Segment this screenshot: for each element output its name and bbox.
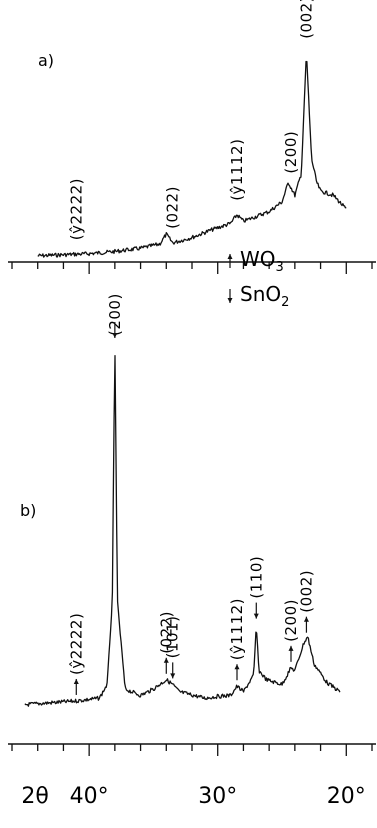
- wo3-up-arrow-icon: [163, 657, 169, 663]
- wo3-up-arrow-icon: [234, 664, 240, 670]
- peak-label: (ŷ2222): [67, 178, 85, 240]
- sno2-down-arrow-icon: [253, 613, 259, 619]
- peak-label: (022): [164, 186, 182, 229]
- x-tick-label: 20°: [327, 784, 366, 809]
- wo3-up-arrow-icon: [73, 678, 79, 684]
- panel-label-a: a): [38, 51, 54, 70]
- peak-label: (101): [164, 616, 182, 659]
- peak-label: (200): [282, 131, 300, 174]
- peak-label: (200): [106, 293, 124, 336]
- peak-label: (022): [157, 611, 175, 654]
- x-tick-label: 30°: [198, 784, 237, 809]
- x-tick-label: 40°: [70, 784, 109, 809]
- peak-label: (ŷ2222): [67, 613, 85, 675]
- legend-label-wo3: WO3: [240, 247, 284, 275]
- legend-up-arrow-icon: [227, 254, 233, 259]
- wo3-up-arrow-icon: [303, 616, 309, 622]
- x-tick-label: 2θ: [21, 784, 48, 809]
- panel-label-b: b): [20, 501, 36, 520]
- sno2-down-arrow-icon: [112, 333, 118, 338]
- sno2-down-arrow-icon: [170, 673, 176, 679]
- diffractogram-trace-b: [24, 355, 341, 707]
- legend-down-arrow-icon: [227, 298, 233, 303]
- peak-label: (200): [282, 599, 300, 642]
- peak-label: (002): [297, 570, 315, 613]
- peak-label: (ŷ1112): [228, 598, 246, 660]
- peak-label: (002): [297, 0, 315, 39]
- peak-label: (110): [247, 556, 265, 599]
- diffractogram-trace-a: [37, 60, 347, 258]
- wo3-up-arrow-icon: [288, 645, 294, 651]
- peak-label: (ŷ1112): [228, 139, 246, 201]
- legend-label-sno2: SnO2: [240, 282, 289, 310]
